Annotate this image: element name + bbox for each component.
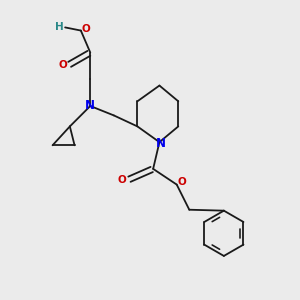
Text: O: O: [81, 24, 90, 34]
Text: O: O: [118, 175, 127, 185]
Text: H: H: [55, 22, 64, 32]
Text: O: O: [178, 177, 186, 188]
Text: N: N: [156, 137, 166, 150]
Text: O: O: [58, 60, 67, 70]
Text: N: N: [85, 100, 95, 112]
